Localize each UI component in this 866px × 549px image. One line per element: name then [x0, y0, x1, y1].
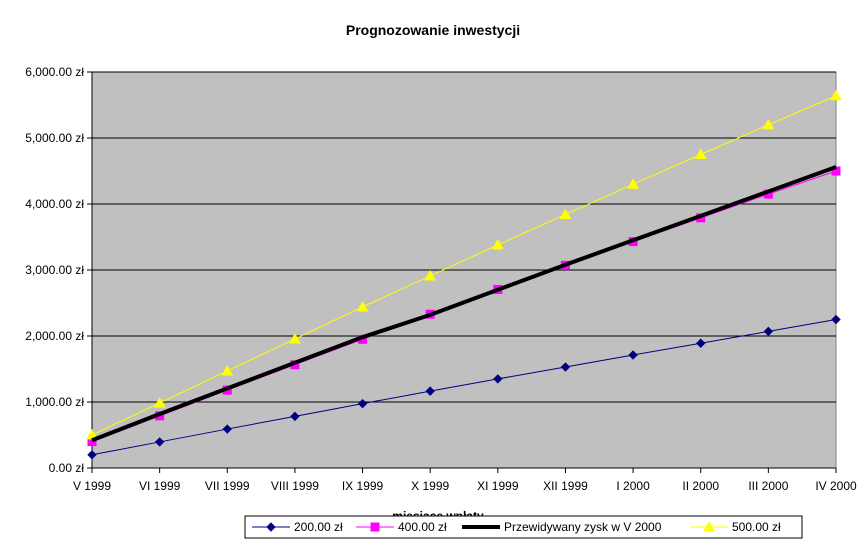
data-point [560, 362, 571, 372]
data-point [696, 338, 706, 348]
data-point [703, 520, 715, 532]
x-axis: V 1999 VI 1999 VII 1999 VIII 1999 IX 1999 X 1… [73, 467, 857, 493]
y-tick-label: 1,000.00 zł [25, 395, 84, 409]
data-point [628, 350, 638, 360]
data-point [491, 238, 504, 250]
legend-entry: 200.00 zł [252, 520, 343, 534]
y-tick-label: 4,000.00 zł [25, 197, 84, 211]
data-point [493, 374, 503, 384]
x-tick-label: II 2000 [682, 479, 719, 493]
data-point [153, 396, 166, 408]
data-point [559, 208, 572, 220]
y-tick-label: 0.00 zł [49, 461, 85, 475]
y-axis: 0.00 zł 1,000.00 zł 2,000.00 zł 3,000.00 zł… [25, 65, 93, 475]
legend: 200.00 zł 400.00 zł Przewidywany zysk w V … [244, 515, 803, 539]
data-point [222, 424, 232, 434]
series-line [91, 95, 837, 436]
series-3 [91, 165, 837, 443]
legend-box [244, 515, 803, 539]
x-tick-label: XI 1999 [477, 479, 519, 493]
legend-label: 200.00 zł [294, 520, 343, 534]
series-4 [86, 89, 842, 440]
data-point [762, 118, 775, 130]
series-line [91, 165, 837, 443]
data-point [221, 364, 234, 376]
data-point [424, 269, 437, 281]
x-tick-label: IV 2000 [815, 479, 857, 493]
y-tick-label: 5,000.00 zł [25, 131, 84, 145]
x-tick-label: V 1999 [73, 479, 111, 493]
legend-label: 500.00 zł [732, 520, 781, 534]
series-1 [87, 314, 841, 460]
legend-entry: 500.00 zł [690, 520, 781, 534]
x-tick-label: III 2000 [748, 479, 788, 493]
y-tick-label: 6,000.00 zł [25, 65, 84, 79]
series-group [86, 89, 842, 460]
data-point [831, 166, 841, 176]
data-point [694, 148, 707, 159]
x-tick-label: IX 1999 [342, 479, 384, 493]
x-tick-label: VII 1999 [205, 479, 250, 493]
legend-label: Przewidywany zysk w V 2000 [504, 520, 662, 534]
data-point [627, 178, 639, 189]
data-point [763, 326, 774, 337]
x-tick-label: I 2000 [616, 479, 650, 493]
legend-label: 400.00 zł [398, 520, 447, 534]
legend-entry: Przewidywany zysk w V 2000 [462, 520, 662, 534]
legend-entry: 400.00 zł [356, 520, 447, 534]
data-point [831, 314, 841, 325]
data-point [290, 411, 300, 422]
x-tick-label: XII 1999 [543, 479, 588, 493]
y-tick-label: 3,000.00 zł [25, 263, 84, 277]
chart-title: Prognozowanie inwestycji [346, 22, 520, 38]
data-point [357, 398, 368, 409]
data-point [356, 300, 369, 312]
data-point [425, 386, 435, 396]
x-tick-label: VIII 1999 [271, 479, 319, 493]
data-point [289, 332, 301, 344]
data-point [370, 522, 380, 532]
x-tick-label: X 1999 [411, 479, 449, 493]
x-tick-label: VI 1999 [139, 479, 181, 493]
y-tick-label: 2,000.00 zł [25, 329, 84, 343]
series-line [91, 319, 837, 456]
data-point [154, 437, 165, 447]
data-point [87, 450, 97, 460]
data-point [266, 522, 276, 532]
data-point [830, 89, 842, 101]
